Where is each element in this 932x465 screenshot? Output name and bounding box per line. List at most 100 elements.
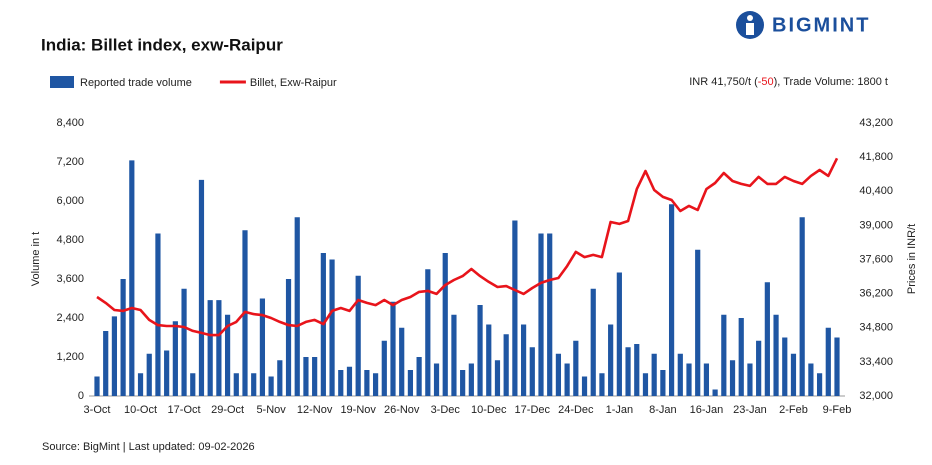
- bar: [103, 331, 109, 396]
- bar: [721, 314, 727, 396]
- bar: [520, 324, 527, 396]
- bar: [747, 363, 753, 396]
- annotation-text: INR 41,750/t (: [689, 76, 758, 88]
- bar: [756, 340, 762, 396]
- bar: [381, 340, 387, 396]
- y2-tick-label: 37,600: [859, 253, 893, 265]
- x-tick-label: 9-Feb: [823, 404, 852, 416]
- bar: [251, 373, 257, 396]
- logo-icon: [746, 23, 754, 35]
- bar: [425, 269, 431, 396]
- bar: [329, 259, 335, 396]
- logo: BIGMINT: [736, 11, 868, 39]
- bar: [477, 305, 483, 396]
- bar: [129, 160, 135, 396]
- bar: [616, 272, 622, 396]
- bar: [181, 288, 187, 396]
- bar: [712, 389, 718, 396]
- logo-icon: [747, 15, 753, 21]
- bar: [407, 370, 414, 396]
- bar: [285, 279, 292, 396]
- y-tick-label: 8,400: [56, 117, 84, 129]
- y-tick-label: 3,600: [56, 273, 84, 285]
- y-tick-label: 1,200: [56, 351, 84, 363]
- x-tick-label: 3-Dec: [431, 404, 461, 416]
- bar: [364, 370, 370, 396]
- x-tick-label: 10-Oct: [124, 404, 157, 416]
- bar: [399, 327, 405, 396]
- bar: [494, 360, 501, 396]
- bar: [555, 353, 562, 396]
- bar: [512, 220, 518, 396]
- bar: [608, 324, 614, 396]
- y-tick-label: 7,200: [56, 156, 84, 168]
- annotation-change: -50: [758, 76, 774, 88]
- x-tick-label: 16-Jan: [690, 404, 724, 416]
- source: Source: BigMint | Last updated: 09-02-20…: [42, 441, 255, 453]
- bar: [207, 300, 213, 396]
- chart-title: India: Billet index, exw-Raipur: [41, 35, 283, 54]
- bar: [486, 324, 492, 396]
- x-tick-label: 19-Nov: [340, 404, 376, 416]
- bar: [790, 353, 797, 396]
- y2-tick-label: 40,400: [859, 185, 893, 197]
- bar: [564, 363, 570, 396]
- bar: [146, 353, 152, 396]
- x-tick-label: 17-Oct: [168, 404, 201, 416]
- x-tick-label: 23-Jan: [733, 404, 767, 416]
- bar: [460, 370, 466, 396]
- bar: [94, 376, 100, 396]
- bar: [294, 217, 300, 396]
- bar: [599, 373, 605, 396]
- bar: [233, 373, 239, 396]
- bar: [155, 233, 161, 396]
- bar: [164, 350, 170, 396]
- x-tick-label: 8-Jan: [649, 404, 677, 416]
- bar: [137, 373, 144, 396]
- bar: [111, 316, 118, 396]
- bar: [825, 327, 831, 396]
- y2-tick-label: 34,800: [859, 322, 893, 334]
- bar: [573, 340, 579, 396]
- bar: [660, 370, 666, 396]
- y2-tick-label: 32,000: [859, 390, 893, 402]
- bar: [677, 353, 683, 396]
- bar: [634, 344, 640, 396]
- legend-swatch: [50, 76, 74, 88]
- x-tick-label: 26-Nov: [384, 404, 420, 416]
- y2-tick-label: 39,000: [859, 219, 893, 231]
- y2-tick-label: 43,200: [859, 117, 893, 129]
- bar: [695, 249, 701, 396]
- legend-label: Reported trade volume: [80, 77, 192, 89]
- bar: [433, 363, 440, 396]
- bar: [729, 360, 736, 396]
- bar: [468, 363, 474, 396]
- bar: [216, 300, 222, 396]
- bar: [198, 179, 205, 396]
- bar: [834, 337, 840, 396]
- y2-axis-label: Prices in INR/t: [906, 224, 918, 294]
- bar: [190, 373, 196, 396]
- y-tick-label: 2,400: [56, 312, 84, 324]
- x-tick-label: 1-Jan: [606, 404, 634, 416]
- bar: [642, 373, 649, 396]
- bar: [120, 279, 126, 396]
- bar: [808, 363, 814, 396]
- bar: [651, 353, 657, 396]
- x-tick-label: 17-Dec: [515, 404, 551, 416]
- bar: [277, 360, 283, 396]
- bar: [268, 376, 274, 396]
- bar: [529, 347, 535, 396]
- y-tick-label: 6,000: [56, 195, 84, 207]
- bar: [764, 282, 770, 396]
- line: [96, 157, 839, 337]
- bar: [355, 275, 361, 396]
- bar: [312, 357, 318, 396]
- bar: [738, 318, 744, 396]
- bar: [538, 233, 544, 396]
- bar: [338, 370, 344, 396]
- legend-label: Billet, Exw-Raipur: [250, 77, 337, 89]
- bar: [686, 363, 692, 396]
- x-tick-label: 12-Nov: [297, 404, 333, 416]
